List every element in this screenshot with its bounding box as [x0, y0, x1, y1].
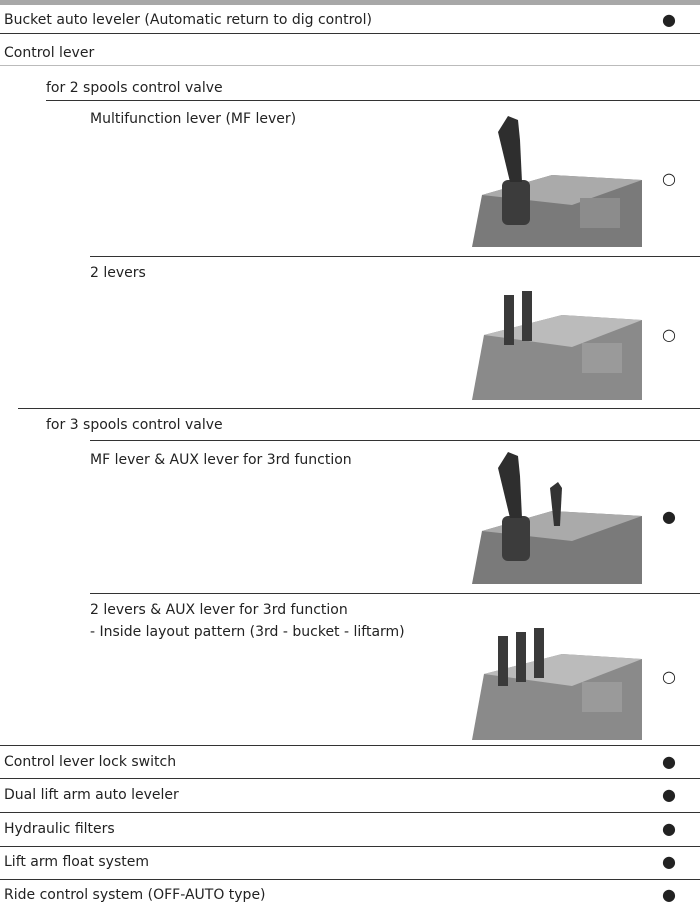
row-label: Control lever lock switch [4, 754, 177, 770]
divider [90, 593, 700, 594]
row-mark: ● [662, 507, 676, 526]
divider [0, 745, 700, 746]
row-label: Multifunction lever (MF lever) [90, 111, 297, 127]
row-mark: ○ [662, 325, 676, 344]
divider [0, 65, 700, 66]
divider [90, 256, 700, 257]
row-note: - Inside layout pattern (3rd - bucket - … [90, 624, 405, 640]
divider [46, 100, 700, 101]
row-mark: ○ [662, 169, 676, 188]
lever-photo [472, 116, 642, 247]
divider [0, 812, 700, 813]
row-mark: ● [662, 785, 676, 804]
divider [90, 440, 700, 441]
row-label: Dual lift arm auto leveler [4, 787, 179, 803]
lever-photo [472, 452, 642, 584]
row-mark: ● [662, 885, 676, 904]
row-label: MF lever & AUX lever for 3rd function [90, 452, 352, 468]
row-label: Ride control system (OFF-AUTO type) [4, 887, 266, 903]
lever-photo [472, 291, 642, 400]
row-mark: ○ [662, 667, 676, 686]
row-label: Lift arm float system [4, 854, 150, 870]
row-mark: ● [662, 752, 676, 771]
row-label: Bucket auto leveler (Automatic return to… [4, 12, 372, 28]
row-label: Hydraulic filters [4, 821, 115, 837]
divider [0, 33, 700, 34]
divider [0, 778, 700, 779]
row-mark: ● [662, 852, 676, 871]
lever-photo [472, 628, 642, 740]
row-label: 2 levers [90, 265, 146, 281]
header-bar [0, 0, 700, 5]
divider [0, 846, 700, 847]
row-mark: ● [662, 819, 676, 838]
row-label: Control lever [4, 45, 95, 61]
divider [0, 879, 700, 880]
divider [18, 408, 700, 409]
row-mark: ● [662, 10, 676, 29]
row-label: for 3 spools control valve [46, 417, 223, 433]
row-label: for 2 spools control valve [46, 80, 223, 96]
row-label: 2 levers & AUX lever for 3rd function [90, 602, 348, 618]
